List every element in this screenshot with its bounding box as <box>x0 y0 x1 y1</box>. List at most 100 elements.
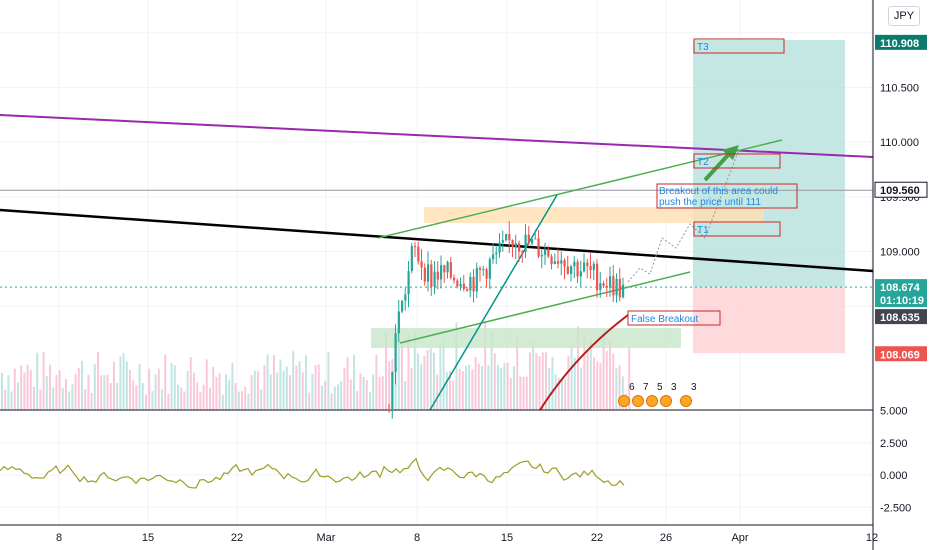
steep-trend-line <box>429 194 558 411</box>
candle-body <box>388 410 391 412</box>
volume-bar <box>516 338 519 410</box>
volume-bar <box>177 384 179 410</box>
candle-body <box>553 261 556 265</box>
breakout-arrow-shaft <box>703 152 731 182</box>
volume-bar <box>29 369 32 410</box>
volume-bar <box>372 374 375 410</box>
volume-bar <box>481 366 483 410</box>
volume-bar <box>321 385 323 410</box>
event-flag-icon <box>660 395 672 407</box>
volume-bar <box>263 365 266 410</box>
false-breakout-label-box <box>627 310 721 326</box>
volume-bar <box>129 370 131 410</box>
volume-bar <box>135 385 138 410</box>
candle-body <box>420 261 423 268</box>
volume-bar <box>301 372 304 410</box>
candle-body <box>524 234 527 252</box>
y-tick-label: 110.000 <box>880 137 919 149</box>
volume-bar <box>509 378 512 410</box>
candle-body <box>531 239 534 244</box>
candle-body <box>401 300 404 312</box>
candle-body <box>488 259 491 279</box>
volume-bar <box>109 383 112 410</box>
price-tag: 110.908 <box>875 34 927 50</box>
volume-bar <box>90 392 93 410</box>
volume-bar <box>599 363 602 410</box>
volume-bar <box>74 373 77 410</box>
candle-body <box>501 240 504 243</box>
volume-bar <box>157 368 160 410</box>
volume-bar <box>497 365 499 410</box>
volume-bar <box>388 361 391 410</box>
volume-bar <box>106 374 109 410</box>
volume-bar <box>522 376 525 410</box>
volume-bar <box>465 365 467 410</box>
volume-bar <box>513 366 515 410</box>
black-trend-line <box>0 208 874 273</box>
volume-bar <box>273 355 275 410</box>
event-count: 6 <box>629 382 635 393</box>
candle-body <box>427 264 430 282</box>
volume-bar <box>340 381 343 410</box>
price-tag-label: 109.560 <box>880 185 920 197</box>
volume-bar <box>417 353 419 410</box>
candle-body <box>472 276 475 292</box>
breakout-note-line2: push the price until 111 <box>659 197 761 208</box>
candle-body <box>397 311 400 334</box>
x-tick-label: 22 <box>591 532 603 544</box>
volume-bar <box>484 321 487 410</box>
price-tag: 109.560 <box>874 181 928 198</box>
volume-bar <box>167 393 170 410</box>
candle-body <box>573 261 576 267</box>
volume-bar <box>61 388 64 410</box>
volume-bar <box>628 348 631 410</box>
candle-body <box>576 261 579 277</box>
volume-bar <box>215 376 218 410</box>
channel-upper-line <box>377 139 783 239</box>
candle-body <box>485 269 488 279</box>
volume-bar <box>103 375 106 410</box>
volume-bar <box>305 355 307 410</box>
event-count: 7 <box>643 382 649 393</box>
volume-bar <box>333 386 336 410</box>
candle-body <box>417 246 420 262</box>
volume-bar <box>39 389 42 410</box>
t3-label-box <box>693 38 785 54</box>
volume-bar <box>298 361 301 410</box>
volume-bar <box>228 379 231 410</box>
volume-bar <box>452 380 455 410</box>
x-tick-label: Apr <box>731 532 748 544</box>
event-count: 3 <box>691 382 697 393</box>
candle-body <box>596 263 599 291</box>
volume-bar <box>247 393 250 410</box>
volume-bar <box>602 329 605 410</box>
volume-bar <box>474 357 477 410</box>
event-flag-icon <box>618 395 630 407</box>
price-tag-label: 108.674 <box>880 282 921 294</box>
volume-bar <box>420 364 423 410</box>
volume-bar <box>356 391 359 410</box>
candle-body <box>482 269 485 271</box>
volume-bar <box>113 361 115 410</box>
event-count: 5 <box>657 382 663 393</box>
volume-bar <box>276 372 279 410</box>
volume-bar <box>81 360 83 410</box>
price-tag-bg <box>875 279 927 295</box>
trend-lines <box>0 114 874 411</box>
volume-bar <box>429 348 432 410</box>
volume-bar <box>189 357 192 410</box>
volume-bar <box>423 355 426 410</box>
volume-bar <box>285 366 288 410</box>
volume-bar <box>164 354 167 410</box>
volume-bar <box>311 373 314 410</box>
candle-body <box>449 262 452 278</box>
currency-button[interactable]: JPY <box>888 6 920 26</box>
osc-y-tick-label: -2.500 <box>880 502 911 514</box>
volume-bar <box>173 365 176 410</box>
volume-bar <box>138 364 141 410</box>
volume-bar <box>7 375 10 410</box>
volume-bar <box>349 379 352 410</box>
volume-bar <box>180 387 183 410</box>
volume-bar <box>244 386 247 410</box>
